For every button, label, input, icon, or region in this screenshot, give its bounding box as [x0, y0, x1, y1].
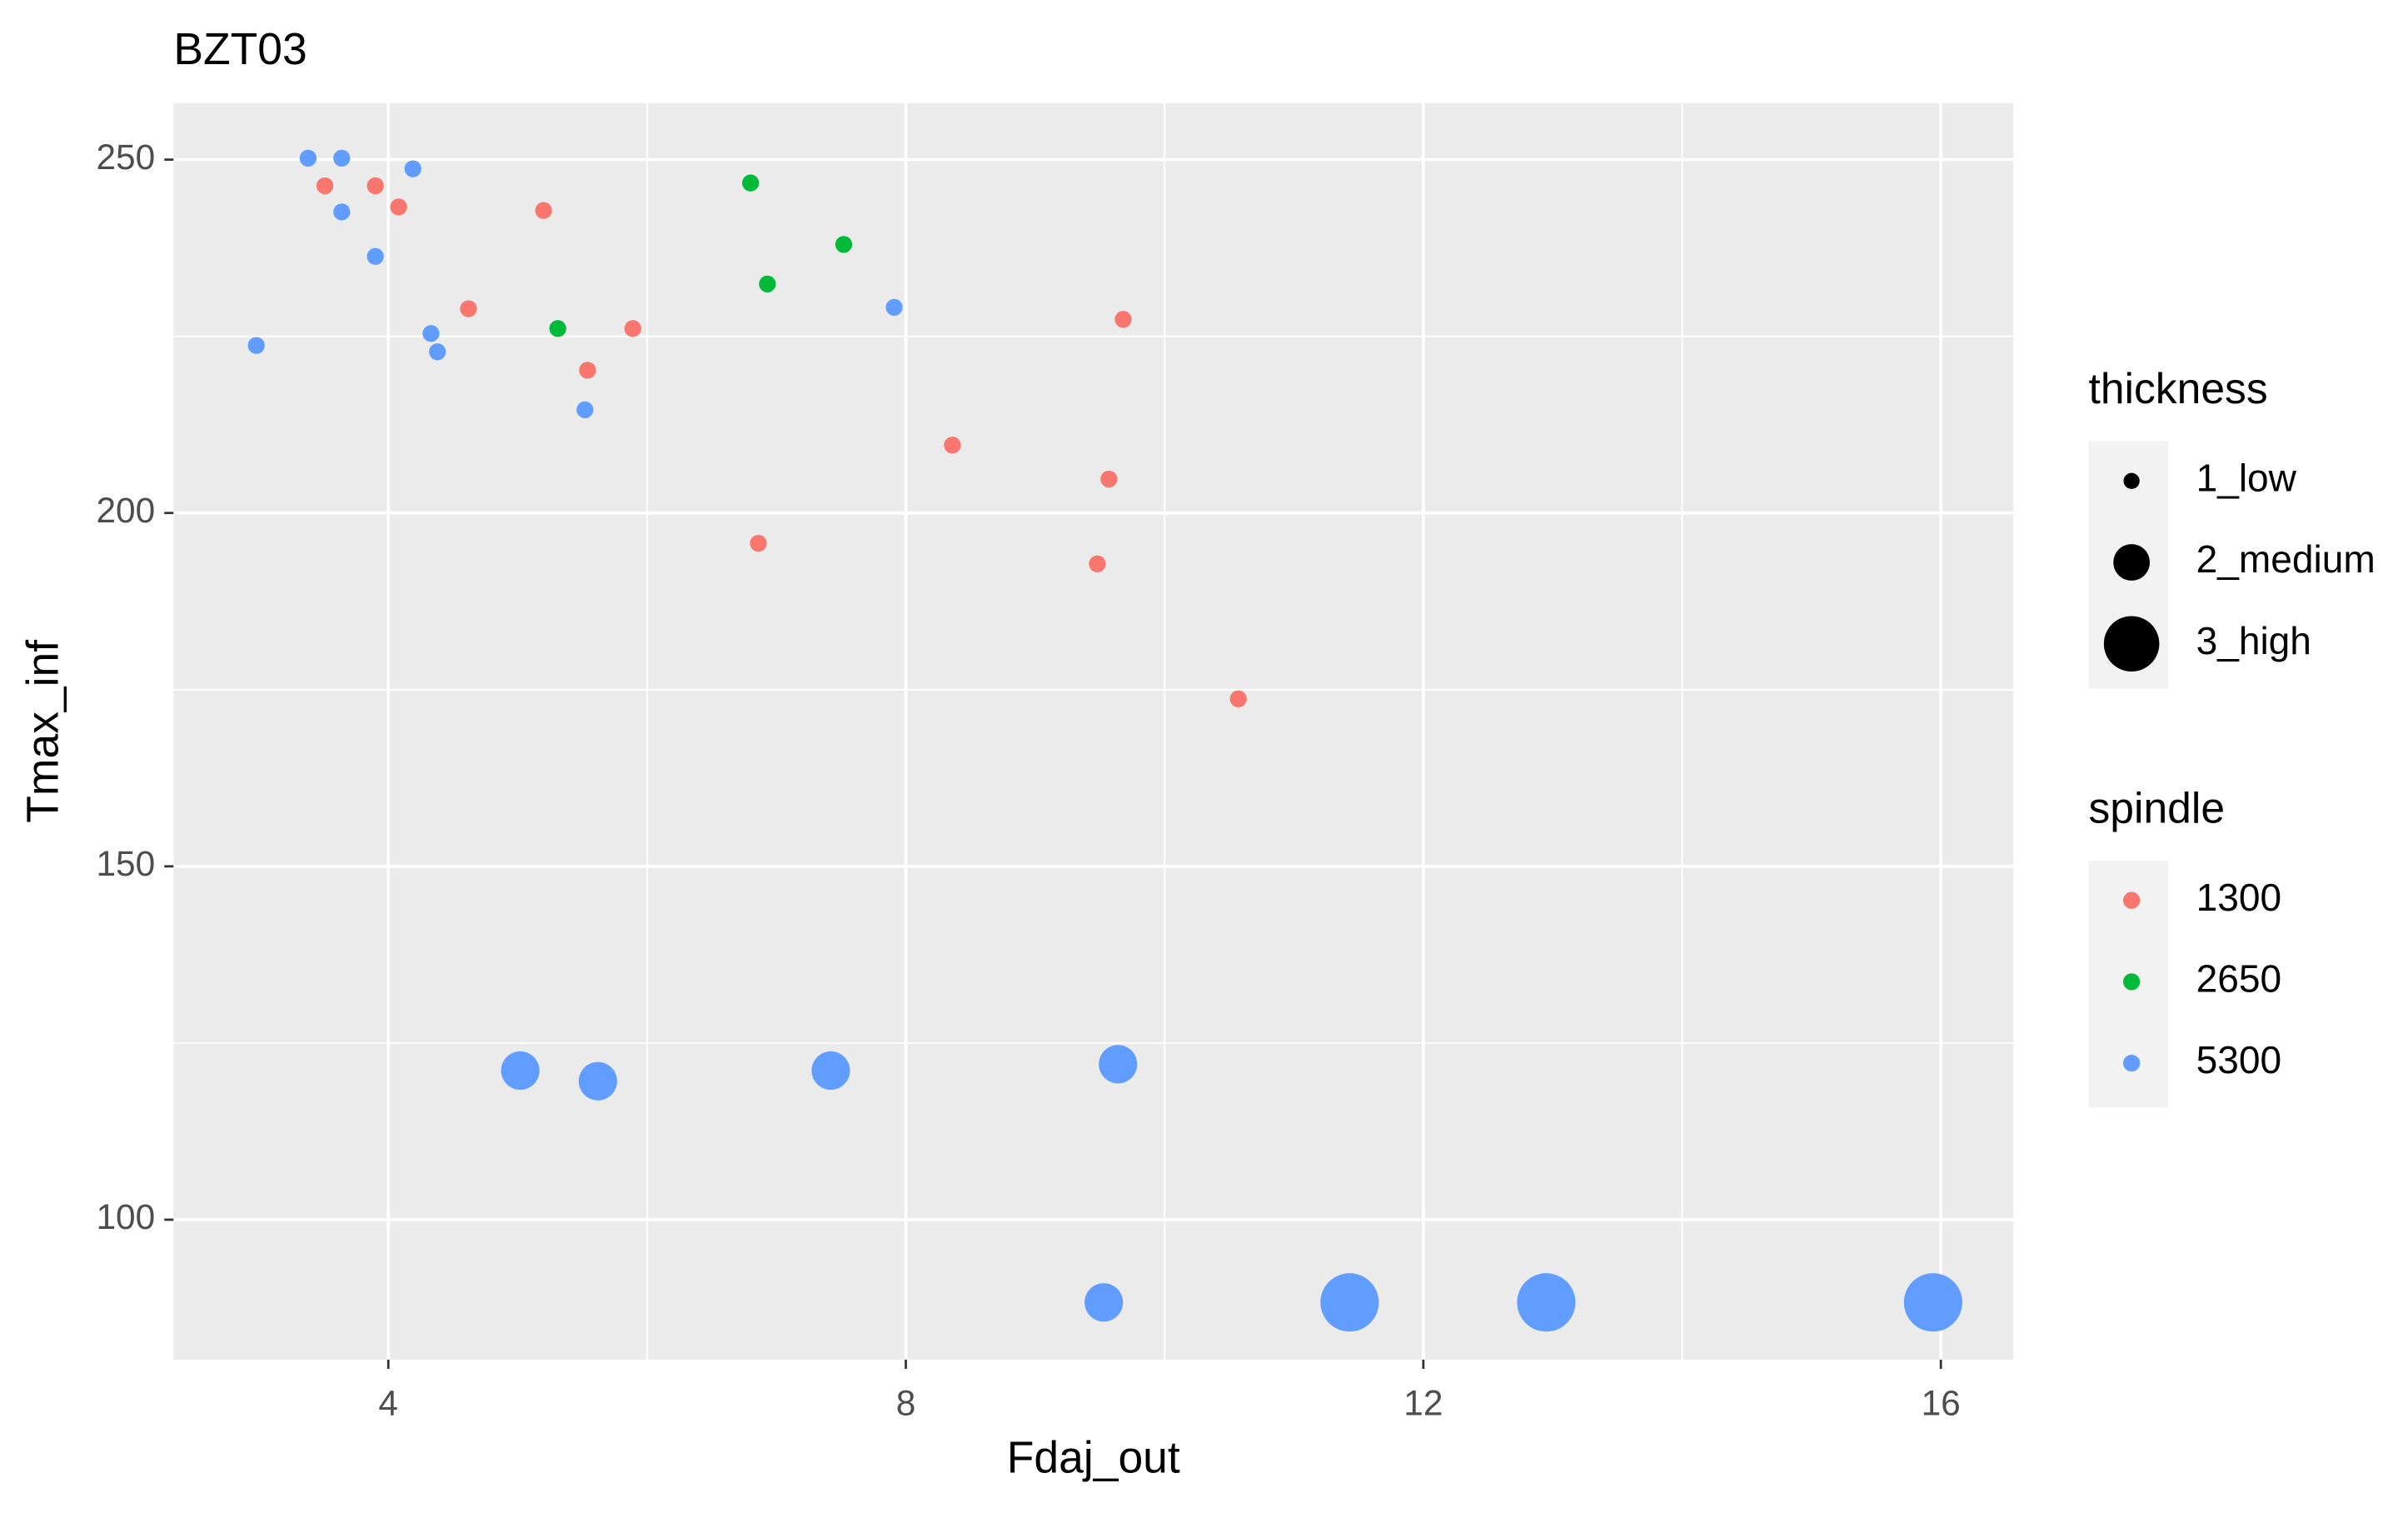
point: [811, 1051, 850, 1091]
point: [366, 177, 384, 195]
point: [835, 236, 853, 253]
point: [429, 343, 446, 361]
legend-label: 2650: [2196, 957, 2282, 1001]
y-axis-title: Tmax_inf: [18, 640, 67, 823]
legend-color-key: [2122, 1054, 2141, 1072]
point: [1099, 1045, 1138, 1084]
legend-color-key: [2122, 891, 2141, 909]
point: [549, 320, 566, 337]
legend-label: 3_high: [2196, 619, 2311, 662]
point: [1903, 1273, 1962, 1332]
point: [1114, 311, 1132, 328]
point: [576, 401, 594, 418]
point: [535, 202, 552, 219]
y-tick-label: 150: [96, 844, 155, 883]
point: [316, 177, 334, 195]
legend-label: 2_medium: [2196, 537, 2376, 581]
x-tick-label: 8: [896, 1383, 916, 1422]
y-tick-label: 250: [96, 137, 155, 177]
legend-label: 5300: [2196, 1038, 2282, 1081]
y-tick-label: 200: [96, 491, 155, 530]
point: [944, 437, 961, 454]
point: [1089, 555, 1106, 572]
x-tick-label: 12: [1403, 1383, 1443, 1422]
point: [750, 535, 767, 552]
point: [1229, 690, 1247, 707]
x-tick-label: 16: [1922, 1383, 1961, 1422]
point: [333, 149, 351, 167]
legend-size-key: [2113, 544, 2151, 581]
plot-panel: [173, 102, 2014, 1360]
legend-label: 1_low: [2196, 456, 2297, 499]
legend-size-key: [2103, 616, 2160, 672]
point: [404, 160, 421, 177]
point: [1320, 1273, 1379, 1332]
point: [333, 203, 351, 221]
legend-title: spindle: [2089, 783, 2226, 831]
point: [299, 149, 317, 167]
x-axis-title: Fdaj_out: [1007, 1434, 1180, 1483]
point: [422, 325, 440, 342]
chart-title: BZT03: [173, 25, 307, 74]
point: [1517, 1273, 1576, 1332]
legend-color-key: [2122, 973, 2141, 991]
point: [366, 247, 384, 265]
legend-size-key: [2123, 472, 2140, 489]
legend-title: thickness: [2089, 364, 2268, 412]
point: [759, 275, 776, 293]
point: [578, 1061, 617, 1101]
point: [247, 337, 265, 354]
point: [1100, 470, 1118, 488]
point: [460, 300, 477, 317]
point: [579, 362, 596, 379]
y-tick-label: 100: [96, 1197, 155, 1236]
point: [1084, 1283, 1124, 1322]
x-tick-label: 4: [378, 1383, 398, 1422]
legend-label: 1300: [2196, 876, 2282, 919]
point: [741, 174, 760, 192]
point: [390, 198, 407, 216]
point: [501, 1051, 540, 1091]
point: [885, 298, 903, 317]
point: [624, 320, 641, 337]
